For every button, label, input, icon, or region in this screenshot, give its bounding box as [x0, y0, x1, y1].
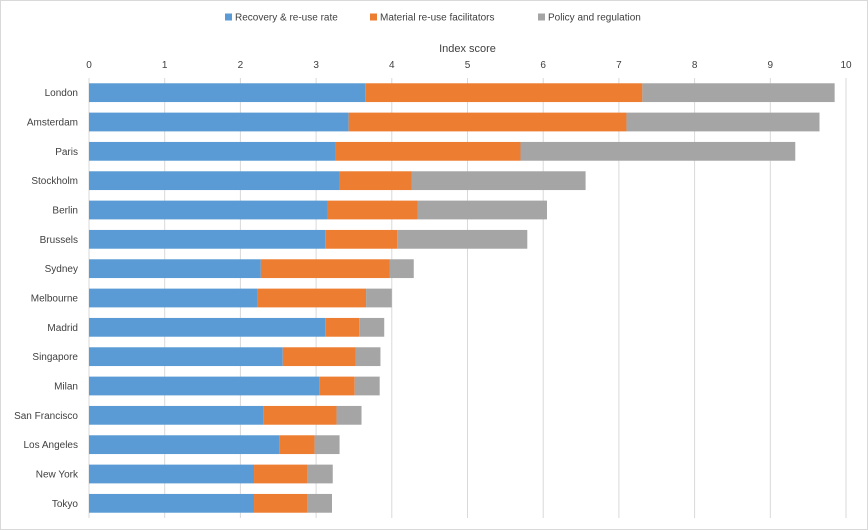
bar-new-york-series-2: [254, 464, 308, 484]
bar-stockholm-series-2: [339, 171, 412, 191]
legend-label: Material re-use facilitators: [380, 13, 494, 24]
category-label: Los Angeles: [24, 440, 79, 451]
bar-los-angeles-series-3: [314, 435, 340, 455]
bar-amsterdam-series-2: [348, 112, 627, 132]
category-label: Singapore: [32, 352, 78, 363]
x-tick-label: 0: [86, 60, 92, 71]
bar-london-series-1: [89, 83, 366, 103]
legend-swatch: [225, 13, 232, 21]
bar-london-series-2: [365, 83, 643, 103]
bar-london-series-3: [642, 83, 835, 103]
category-label: Brussels: [40, 235, 78, 246]
bar-milan-series-1: [89, 376, 320, 396]
category-label: New York: [36, 470, 79, 481]
category-label: Sydney: [45, 264, 78, 275]
bar-tokyo-series-1: [89, 493, 255, 513]
bar-los-angeles-series-1: [89, 435, 280, 455]
bar-melbourne-series-2: [257, 288, 367, 308]
bar-berlin-series-1: [89, 200, 328, 220]
category-label: Tokyo: [52, 499, 79, 510]
legend: Recovery & re-use rate Material re-use fa…: [225, 13, 641, 24]
x-tick-label: 7: [616, 60, 622, 71]
bar-san-francisco-series-1: [89, 405, 264, 425]
bar-madrid-series-3: [359, 317, 385, 337]
x-tick-label: 3: [313, 60, 319, 71]
bar-new-york-series-1: [89, 464, 255, 484]
bar-sydney-series-1: [89, 259, 261, 279]
bar-tokyo-series-2: [254, 493, 308, 513]
bar-stockholm-series-1: [89, 171, 340, 191]
bar-new-york-series-3: [307, 464, 333, 484]
category-label: Amsterdam: [27, 118, 78, 129]
x-tick-labels: 0 1 2 3 4 5 6 7 8 9 10: [86, 60, 852, 71]
bar-stockholm-series-3: [411, 171, 586, 191]
category-label: Madrid: [47, 323, 78, 334]
bar-singapore-series-1: [89, 347, 283, 367]
bar-paris-series-3: [520, 141, 796, 161]
bar-milan-series-2: [319, 376, 355, 396]
legend-label: Policy and regulation: [548, 13, 641, 24]
category-label: Stockholm: [31, 176, 78, 187]
legend-label: Recovery & re-use rate: [235, 13, 338, 24]
x-tick-label: 9: [768, 60, 774, 71]
bars: [89, 83, 835, 513]
bar-milan-series-3: [354, 376, 380, 396]
legend-swatch: [370, 13, 377, 21]
category-label: London: [45, 88, 78, 99]
category-label: Berlin: [52, 206, 78, 217]
bar-sydney-series-2: [260, 259, 390, 279]
legend-swatch: [538, 13, 545, 21]
x-tick-label: 6: [540, 60, 546, 71]
bar-san-francisco-series-2: [263, 405, 337, 425]
bar-amsterdam-series-1: [89, 112, 349, 132]
x-tick-label: 1: [162, 60, 168, 71]
bar-paris-series-1: [89, 141, 336, 161]
bar-singapore-series-2: [282, 347, 356, 367]
bar-berlin-series-2: [327, 200, 418, 220]
category-label: San Francisco: [14, 411, 78, 422]
bar-amsterdam-series-3: [626, 112, 820, 132]
bar-singapore-series-3: [355, 347, 381, 367]
bar-los-angeles-series-2: [279, 435, 315, 455]
x-tick-label: 5: [465, 60, 471, 71]
bar-san-francisco-series-3: [336, 405, 362, 425]
bar-paris-series-2: [335, 141, 521, 161]
bar-brussels-series-3: [397, 229, 528, 249]
bar-brussels-series-1: [89, 229, 326, 249]
bar-sydney-series-3: [389, 259, 414, 279]
bar-melbourne-series-3: [366, 288, 392, 308]
bar-tokyo-series-3: [307, 493, 332, 513]
category-label: Milan: [54, 382, 78, 393]
x-tick-label: 10: [840, 60, 852, 71]
bar-melbourne-series-1: [89, 288, 258, 308]
bar-madrid-series-1: [89, 317, 326, 337]
x-tick-label: 2: [238, 60, 244, 71]
x-tick-label: 4: [389, 60, 395, 71]
y-category-labels: London Amsterdam Paris Stockholm Berlin Bruss…: [14, 88, 79, 510]
bar-brussels-series-2: [325, 229, 398, 249]
x-axis-label: Index score: [439, 43, 496, 55]
category-label: Melbourne: [31, 294, 79, 305]
x-tick-label: 8: [692, 60, 698, 71]
bar-madrid-series-2: [325, 317, 360, 337]
category-label: Paris: [55, 147, 78, 158]
bar-berlin-series-3: [417, 200, 547, 220]
